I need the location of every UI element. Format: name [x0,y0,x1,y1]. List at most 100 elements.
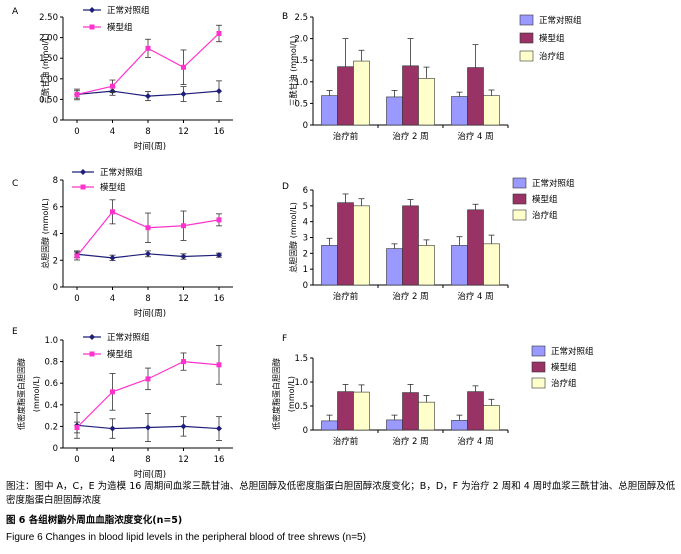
data-point [110,83,115,89]
panel-label: B [282,12,288,22]
x-axis-title: 时间(周) [134,469,166,480]
y-tick-label: 5 [303,202,308,212]
legend-marker [89,24,95,30]
bar [337,66,354,126]
x-tick-label: 16 [214,127,225,137]
series-model [74,199,222,261]
y-tick-label: 0 [53,444,58,454]
legend-label: 正常对照组 [551,346,594,357]
y-tick-label: 1.0 [44,336,58,346]
legend-label: 模型组 [107,349,133,360]
data-point [180,423,187,430]
y-tick-label: 0.6 [44,379,58,389]
y-tick-label: 6 [53,203,58,213]
x-axis-title: 时间(周) [134,308,166,319]
category-label: 治疗前 [333,436,359,447]
legend-swatch [512,209,527,221]
y-axis-title: 低密度脂蛋白胆固醇 [16,358,26,430]
data-point [216,30,222,36]
y-tick-label: 1.0 [294,78,308,88]
bar [402,205,419,286]
y-tick-label: 1 [303,265,308,275]
legend-swatch [519,50,534,62]
y-tick-label: 0.2 [44,422,58,432]
bar [418,245,435,286]
y-axis-unit: (mmol/L) [287,376,296,412]
legend-marker [89,7,95,13]
legend-label: 正常对照组 [100,167,143,178]
x-tick-label: 12 [178,127,189,137]
x-tick-label: 12 [178,294,189,304]
y-tick-label: 3 [303,234,308,244]
legend-label: 模型组 [551,362,577,373]
x-tick-label: 4 [110,294,115,304]
bar [353,391,370,431]
y-tick-label: 2.5 [294,13,308,23]
x-tick-label: 8 [145,127,150,137]
data-point [181,64,186,70]
y-tick-label: 1.5 [294,354,308,364]
legend-label: 治疗组 [532,210,558,221]
data-point [74,91,80,97]
data-point [180,253,187,260]
bar [337,202,354,286]
legend-label: 模型组 [539,33,565,44]
y-tick-label: 0 [303,426,308,436]
legend-marker [89,351,95,357]
bar [353,205,370,286]
bar [321,245,338,286]
legend-label: 正常对照组 [107,5,150,16]
y-tick-label: 0 [53,116,58,126]
data-point [110,389,115,395]
data-point [145,225,151,231]
figure-title-en: Figure 6 Changes in blood lipid levels i… [6,532,366,543]
bar [483,405,500,431]
data-point [216,88,222,95]
category-label: 治疗前 [333,131,359,142]
bar [483,243,500,286]
x-tick-label: 8 [145,294,150,304]
series-control [74,80,222,102]
y-tick-label: 0.8 [44,358,58,368]
legend-swatch [531,345,546,357]
data-point [74,424,80,430]
legend-swatch [519,14,534,26]
data-point [216,217,222,223]
panel-label: D [282,182,289,192]
series-model [74,24,222,99]
series-model [74,344,222,434]
bar [467,391,484,431]
category-label: 治疗 4 周 [457,291,493,302]
panel-d: D 0 1 2 3 4 5 6 总胆固醇 (mmol/L) 治疗前 治疗 2 周 治疗 4 周 正常对照… [282,177,575,302]
y-tick-label: 2.0 [294,35,308,45]
data-point [180,91,187,98]
y-axis-title: 三酰甘油 (mmol/L) [288,36,298,107]
data-point [109,425,116,432]
bar [418,78,435,126]
legend-swatch [531,361,546,373]
category-label: 治疗 4 周 [457,131,493,142]
data-point [109,254,116,261]
legend-swatch [512,177,527,189]
bar [402,392,419,431]
figure-title-zh: 图 6 各组树鼩外周血血脂浓度变化(n=5) [6,515,183,526]
y-tick-label: 0 [53,283,58,293]
bar [467,209,484,286]
y-tick-label: 4 [53,230,58,240]
data-point [74,253,80,259]
legend-label: 正常对照组 [539,15,582,26]
y-tick-label: 2.00 [39,34,58,44]
data-point [145,376,151,382]
y-axis-title: 低密度脂蛋白胆固醇 [271,358,281,430]
data-point [145,45,151,51]
panel-label: A [12,7,19,17]
y-tick-label: 0 [303,121,308,131]
legend-label: 模型组 [100,182,126,193]
category-label: 治疗 2 周 [392,436,428,447]
legend-label: 治疗组 [539,51,565,62]
data-point [181,359,186,365]
